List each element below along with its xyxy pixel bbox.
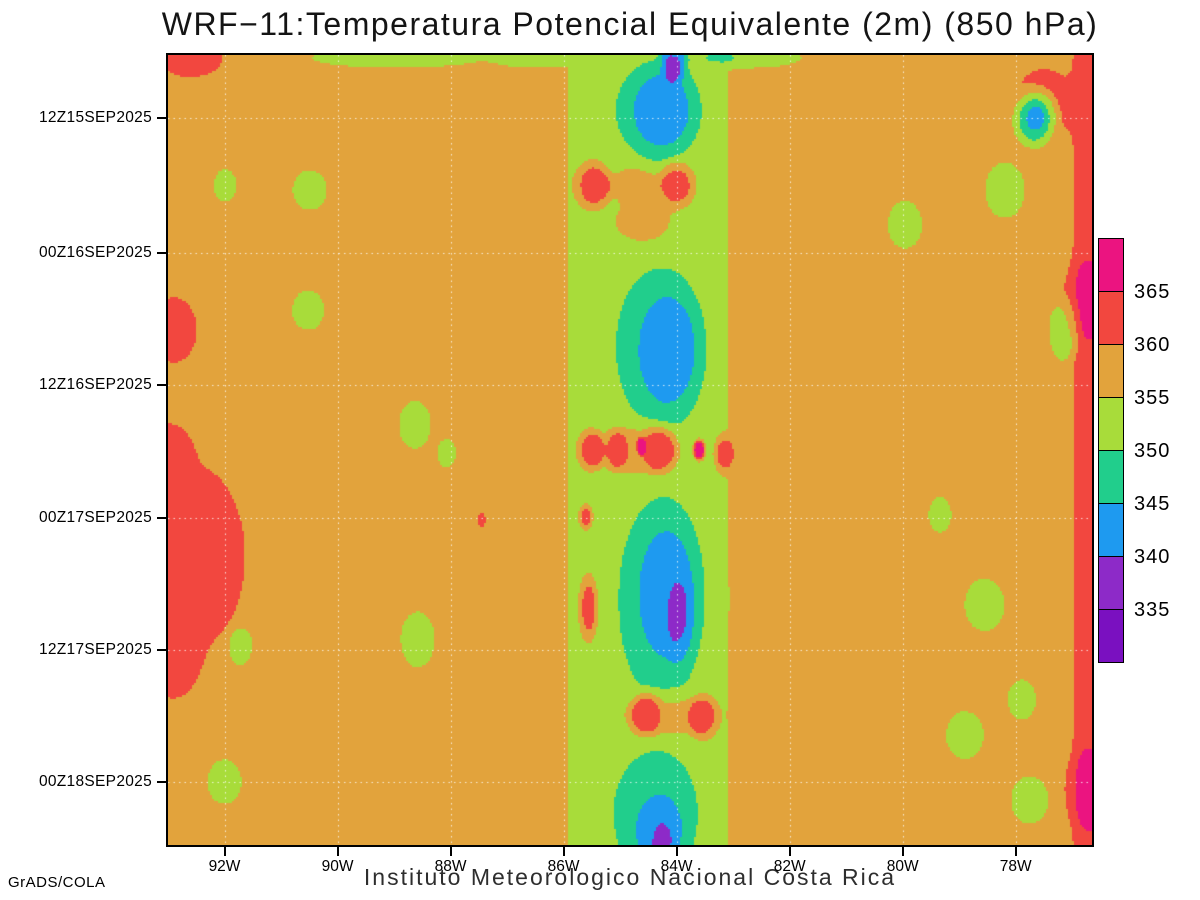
colorbar-segment (1098, 238, 1124, 292)
y-tick-label: 00Z18SEP2025 (38, 773, 152, 791)
x-tick-mark (223, 847, 226, 856)
y-tick-mark (157, 781, 166, 784)
colorbar-segment (1098, 609, 1124, 663)
colorbar-label: 355 (1134, 387, 1171, 409)
y-tick-label: 12Z17SEP2025 (38, 641, 152, 659)
y-tick-label: 12Z15SEP2025 (38, 108, 152, 126)
y-tick-mark (157, 251, 166, 254)
colorbar-segment (1098, 450, 1124, 504)
plot-area (166, 53, 1094, 847)
x-tick-mark (675, 847, 678, 856)
x-tick-label: 84W (660, 858, 693, 875)
y-tick-mark (157, 649, 166, 652)
x-tick-label: 82W (773, 858, 806, 875)
x-tick-label: 86W (547, 858, 580, 875)
x-tick-mark (449, 847, 452, 856)
x-tick-label: 92W (208, 858, 241, 875)
institute-caption: Instituto Meteorologico Nacional Costa R… (363, 864, 897, 890)
colorbar-segment (1098, 503, 1124, 557)
y-tick-mark (157, 517, 166, 520)
colorbar-segment (1098, 291, 1124, 345)
x-tick-label: 88W (434, 858, 467, 875)
colorbar-label: 365 (1134, 281, 1171, 303)
y-tick-mark (157, 116, 166, 119)
y-tick-label: 12Z16SEP2025 (38, 375, 152, 393)
y-tick-mark (157, 383, 166, 386)
colorbar-segment (1098, 344, 1124, 398)
colorbar-label: 335 (1134, 599, 1171, 621)
colorbar-label: 360 (1134, 334, 1171, 356)
x-tick-mark (788, 847, 791, 856)
y-tick-label: 00Z17SEP2025 (38, 509, 152, 527)
chart-title: WRF−11:Temperatura Potencial Equivalente… (161, 6, 1099, 42)
colorbar-label: 340 (1134, 546, 1171, 568)
x-tick-mark (901, 847, 904, 856)
colorbar-segment (1098, 397, 1124, 451)
x-tick-mark (562, 847, 565, 856)
y-tick-label: 00Z16SEP2025 (38, 243, 152, 261)
grads-stamp: GrADS/COLA (8, 874, 106, 891)
colorbar-segment (1098, 556, 1124, 610)
x-tick-label: 78W (999, 858, 1032, 875)
colorbar-label: 345 (1134, 493, 1171, 515)
x-tick-mark (1014, 847, 1017, 856)
contour-canvas (168, 55, 1092, 845)
x-tick-label: 90W (321, 858, 354, 875)
x-tick-label: 80W (886, 858, 919, 875)
colorbar-label: 350 (1134, 440, 1171, 462)
x-tick-mark (336, 847, 339, 856)
